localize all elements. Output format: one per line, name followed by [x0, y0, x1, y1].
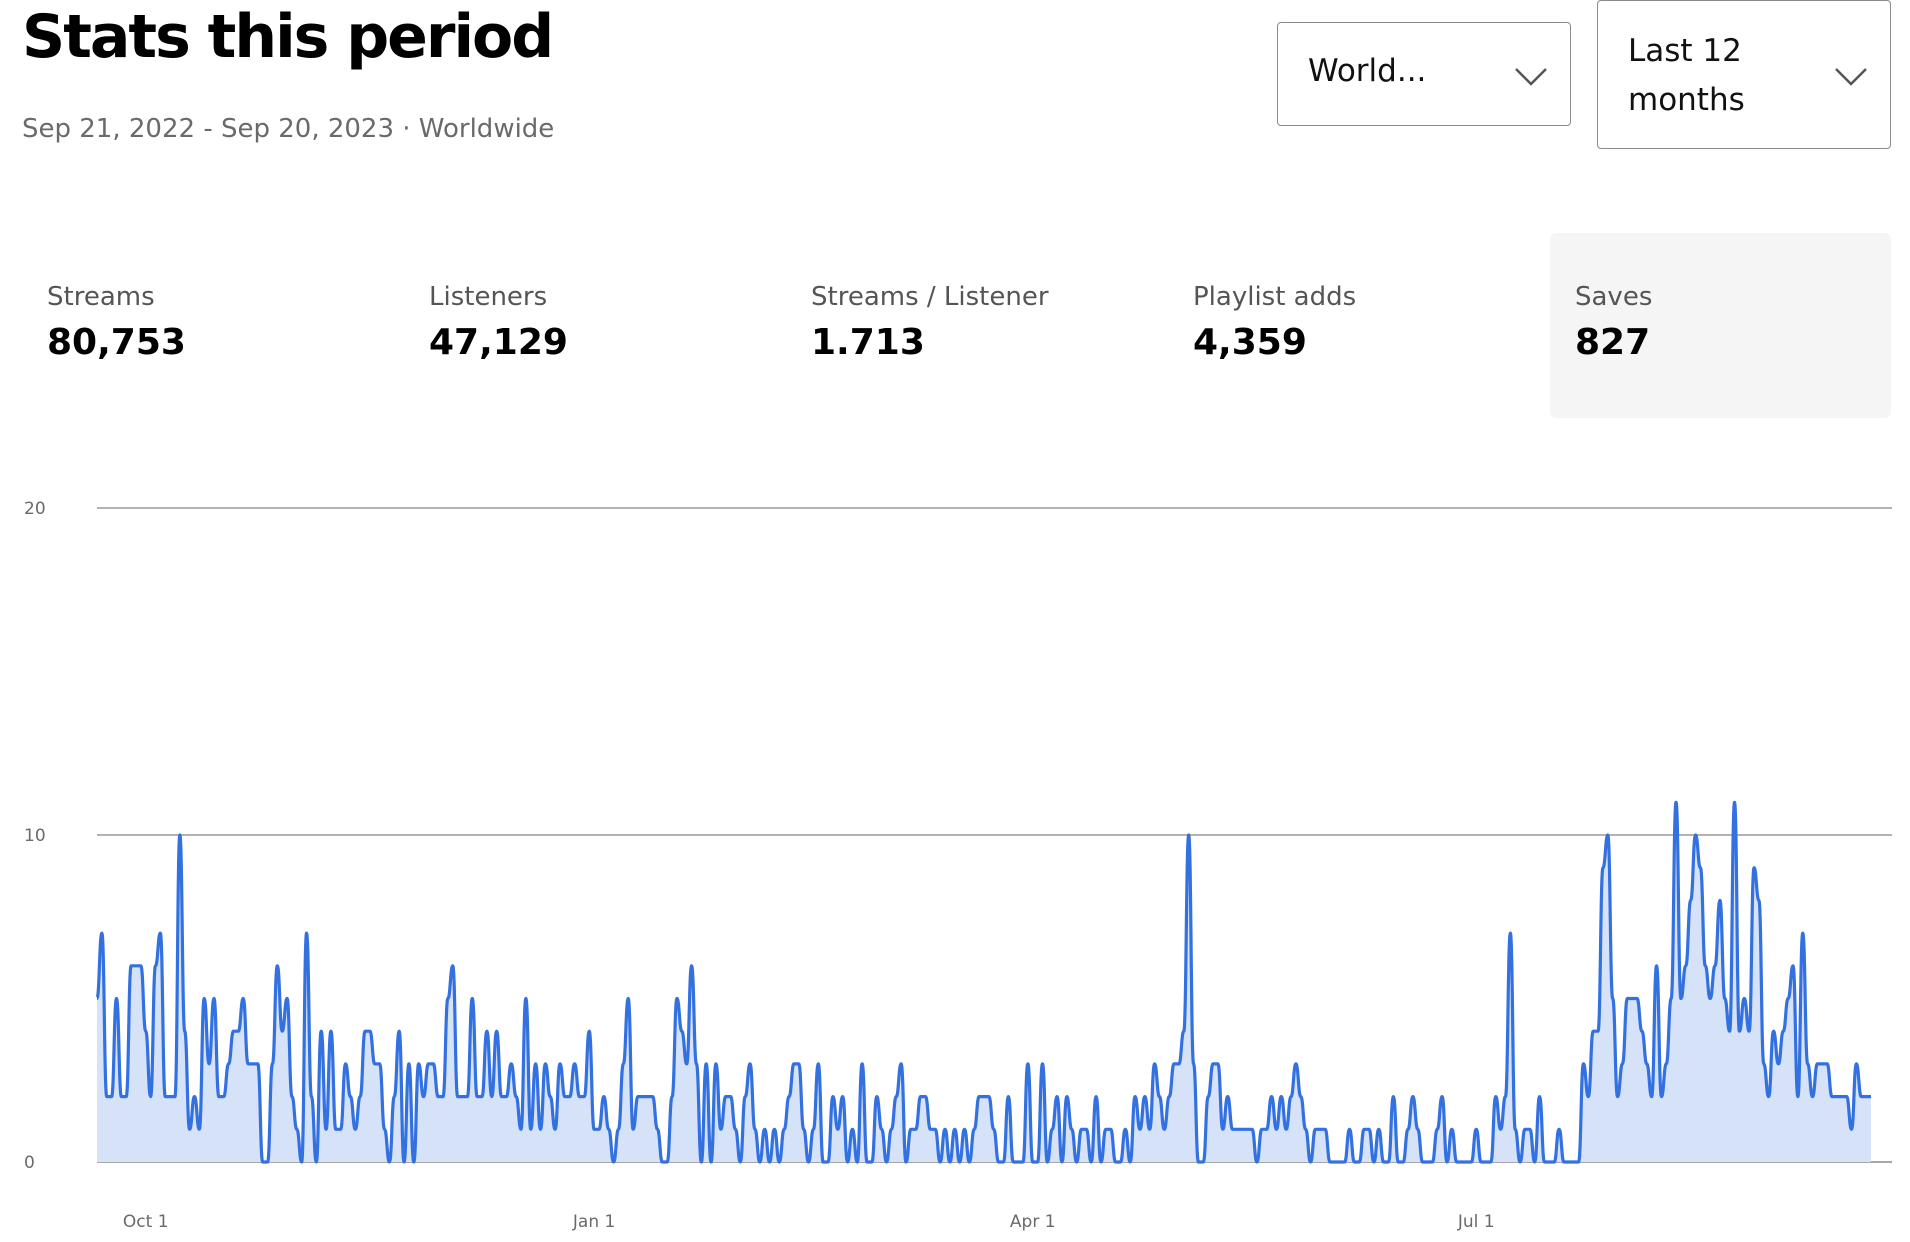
page-title: Stats this period [22, 2, 554, 72]
y-tick-label: 0 [24, 1153, 35, 1173]
x-tick-label: Oct 1 [123, 1212, 169, 1232]
stat-card[interactable]: Streams / Listener 1.713 [811, 282, 1171, 363]
stat-label: Streams [47, 282, 155, 312]
x-tick-label: Jan 1 [572, 1212, 615, 1232]
stat-value: 827 [1575, 322, 1651, 363]
stat-value: 80,753 [47, 322, 186, 363]
period-dropdown[interactable]: Last 12 months [1597, 0, 1891, 149]
dropdown-label: Last 12 months [1628, 33, 1745, 118]
chevron [1515, 68, 1547, 86]
y-tick-label: 20 [24, 499, 46, 519]
stat-card[interactable]: Listeners 47,129 [429, 282, 789, 363]
stat-card[interactable]: Playlist adds 4,359 [1193, 282, 1553, 363]
dropdown-label: World... [1308, 53, 1427, 89]
stat-label: Saves [1575, 282, 1653, 312]
chevron [1835, 68, 1867, 86]
stat-value: 4,359 [1193, 322, 1307, 363]
selected-card[interactable] [1550, 233, 1891, 418]
subtitle: Sep 21, 2022 - Sep 20, 2023 · Worldwide [22, 114, 555, 144]
stat-label: Streams / Listener [811, 282, 1049, 312]
stat-value: 47,129 [429, 322, 568, 363]
region-dropdown[interactable]: World... [1277, 22, 1571, 126]
stat-card[interactable]: Streams 80,753 [47, 282, 407, 363]
x-tick-label: Apr 1 [1010, 1212, 1056, 1232]
line [95, 800, 1871, 1164]
stat-label: Listeners [429, 282, 548, 312]
stat-value: 1.713 [811, 322, 925, 363]
y-tick-label: 10 [24, 826, 46, 846]
stat-card[interactable]: Saves 827 [1575, 282, 1910, 363]
stat-label: Playlist adds [1193, 282, 1357, 312]
x-tick-label: Jul 1 [1457, 1212, 1495, 1232]
